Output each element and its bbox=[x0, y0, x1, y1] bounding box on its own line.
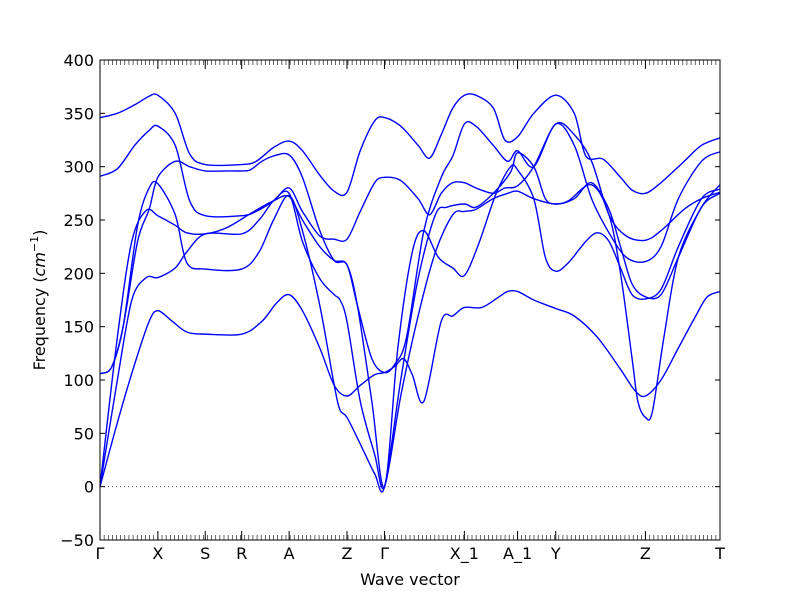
y-tick-label: 50 bbox=[74, 424, 94, 443]
x-tick-label: T bbox=[714, 544, 725, 563]
branch-line-2 bbox=[100, 181, 720, 490]
y-tick-label: 150 bbox=[63, 318, 94, 337]
x-tick-labels: Γ X S R A Z Γ X_1 A_1 Y Z T bbox=[96, 544, 726, 564]
y-axis-title-unit: cm bbox=[30, 252, 49, 276]
y-axis-title-prefix: Frequency ( bbox=[30, 276, 49, 370]
x-tick-label: A_1 bbox=[503, 544, 532, 564]
y-tick-label: −50 bbox=[60, 531, 94, 550]
x-tick-label: Y bbox=[550, 544, 561, 563]
x-tick-label: X_1 bbox=[450, 544, 479, 564]
x-tick-label: X bbox=[152, 544, 163, 563]
x-tick-label: S bbox=[200, 544, 210, 563]
axis-ticks bbox=[99, 59, 721, 541]
branch-line-4 bbox=[100, 152, 720, 493]
y-tick-label: 100 bbox=[63, 371, 94, 390]
x-tick-label: Γ bbox=[96, 544, 105, 563]
y-axis-title-suffix: ) bbox=[30, 230, 49, 236]
branch-line-7 bbox=[100, 120, 720, 375]
plot-frame bbox=[99, 59, 721, 541]
y-axis-title: Frequency (cm−1) bbox=[28, 230, 49, 371]
y-tick-label: 200 bbox=[63, 264, 94, 283]
dispersion-branches bbox=[100, 92, 720, 493]
y-axis-title-exponent: −1 bbox=[28, 236, 41, 252]
y-tick-label: 250 bbox=[63, 211, 94, 230]
x-axis-title: Wave vector bbox=[360, 570, 460, 589]
y-tick-label: 400 bbox=[63, 51, 94, 70]
x-tick-label: Z bbox=[341, 544, 352, 563]
x-tick-label: Γ bbox=[380, 544, 389, 563]
x-tick-label: Z bbox=[640, 544, 651, 563]
y-tick-labels: −50 0 50 100 150 200 250 300 350 400 bbox=[60, 51, 94, 550]
y-tick-label: 0 bbox=[84, 478, 94, 497]
branch-line-5 bbox=[100, 121, 720, 242]
y-tick-label: 350 bbox=[63, 104, 94, 123]
branch-line-3 bbox=[100, 164, 720, 488]
x-tick-label: A bbox=[284, 544, 295, 563]
branch-line-1 bbox=[100, 289, 720, 487]
x-tick-label: R bbox=[236, 544, 247, 563]
y-tick-label: 300 bbox=[63, 158, 94, 177]
branch-line-6 bbox=[100, 92, 720, 197]
